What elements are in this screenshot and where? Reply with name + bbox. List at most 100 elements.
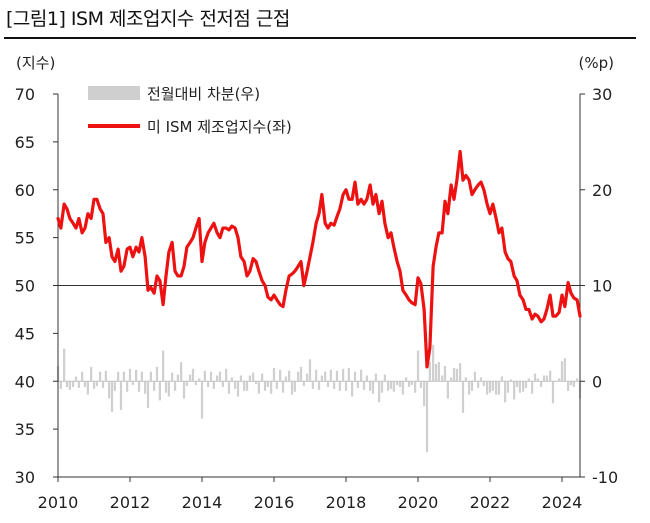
- diff-bar: [149, 371, 152, 382]
- x-tick-label: 2016: [254, 493, 295, 512]
- diff-bar: [252, 372, 255, 382]
- diff-bar: [189, 374, 192, 382]
- diff-bar: [167, 381, 170, 397]
- left-axis-unit: (지수): [16, 54, 55, 72]
- diff-bar: [450, 377, 453, 382]
- diff-bar: [198, 378, 201, 382]
- diff-bar: [486, 381, 489, 395]
- diff-bar: [383, 374, 386, 382]
- diff-bar: [104, 370, 107, 382]
- diff-bar: [92, 381, 96, 389]
- left-tick-label: 35: [15, 420, 35, 439]
- diff-bar: [182, 381, 186, 399]
- diff-bar: [356, 381, 359, 388]
- diff-bar: [527, 378, 530, 382]
- diff-bar: [245, 381, 249, 391]
- diff-bar: [482, 381, 485, 387]
- diff-bar: [362, 381, 366, 390]
- diff-bar: [320, 375, 323, 382]
- diff-bar: [135, 369, 138, 382]
- diff-bar: [423, 381, 426, 407]
- right-tick-label: 20: [592, 181, 612, 200]
- diff-bar: [90, 366, 93, 382]
- diff-bar: [194, 381, 197, 386]
- diff-bar: [290, 381, 294, 395]
- diff-bar: [293, 381, 296, 392]
- diff-bar: [365, 375, 368, 382]
- ism-index-line: [56, 149, 582, 369]
- diff-bar: [146, 381, 150, 409]
- diff-bar: [212, 381, 215, 389]
- diff-bar: [572, 381, 575, 387]
- diff-bar: [108, 381, 111, 399]
- diff-bar: [275, 381, 278, 389]
- diff-bar: [95, 381, 98, 387]
- diff-bar: [396, 381, 399, 386]
- diff-bar: [392, 381, 395, 392]
- diff-bar: [173, 381, 177, 391]
- diff-bar: [72, 381, 75, 387]
- left-tick-label: 40: [15, 372, 35, 391]
- diff-bar: [524, 381, 528, 388]
- diff-bar: [99, 371, 102, 382]
- diff-bar: [452, 367, 456, 382]
- diff-bar: [117, 371, 120, 382]
- diff-bar: [554, 381, 557, 382]
- diff-bar: [461, 381, 465, 413]
- diff-bar: [257, 381, 260, 394]
- diff-bar: [126, 381, 129, 392]
- diff-bar: [477, 381, 480, 388]
- diff-bar: [563, 358, 566, 382]
- legend-line-label: 미 ISM 제조업지수(좌): [147, 118, 292, 136]
- diff-bar: [176, 374, 179, 382]
- diff-bar: [225, 368, 228, 382]
- diff-bar: [144, 381, 147, 394]
- diff-bar: [500, 376, 503, 382]
- x-tick-label: 2010: [38, 493, 79, 512]
- diff-bar: [407, 381, 411, 387]
- diff-bar: [405, 377, 408, 382]
- diff-bar: [533, 373, 537, 382]
- diff-bar: [113, 381, 116, 391]
- diff-bar: [488, 381, 492, 393]
- diff-bar: [567, 381, 570, 391]
- diff-bar: [576, 378, 579, 382]
- diff-bar: [509, 379, 512, 382]
- diff-bar: [398, 381, 402, 387]
- diff-bar: [227, 381, 231, 394]
- diff-bar: [428, 362, 431, 382]
- diff-bar: [504, 381, 507, 403]
- diff-bar: [380, 381, 384, 393]
- diff-bar: [536, 378, 539, 382]
- diff-bar: [137, 381, 141, 392]
- left-tick-label: 65: [15, 133, 35, 152]
- diff-bar: [77, 381, 80, 388]
- diff-bar: [279, 369, 282, 382]
- diff-bar: [297, 371, 300, 382]
- diff-bar: [263, 381, 267, 391]
- diff-bar: [329, 369, 332, 382]
- diff-bar: [437, 362, 440, 382]
- diff-bar: [351, 381, 354, 397]
- diff-bar: [443, 365, 447, 382]
- diff-bar: [110, 381, 114, 412]
- diff-bar: [315, 369, 318, 382]
- right-axis-ticks: -10 0 10 20 30: [580, 85, 618, 487]
- diff-bar: [497, 381, 501, 395]
- diff-bar: [63, 348, 66, 382]
- diff-bar: [128, 368, 132, 382]
- diff-bar: [560, 361, 564, 382]
- diff-bar: [542, 375, 546, 382]
- figure-title: [그림1] ISM 제조업지수 전저점 근접: [6, 8, 290, 30]
- diff-bar: [180, 362, 183, 382]
- diff-bar: [353, 371, 357, 382]
- diff-bar: [479, 377, 483, 382]
- diff-bar: [335, 370, 339, 382]
- diff-bar: [164, 381, 168, 393]
- diff-bar: [558, 378, 561, 382]
- right-tick-label: 0: [592, 372, 602, 391]
- diff-bar: [272, 367, 276, 382]
- diff-bar: [281, 381, 285, 393]
- diff-bar: [513, 381, 516, 400]
- diff-bar: [317, 381, 321, 390]
